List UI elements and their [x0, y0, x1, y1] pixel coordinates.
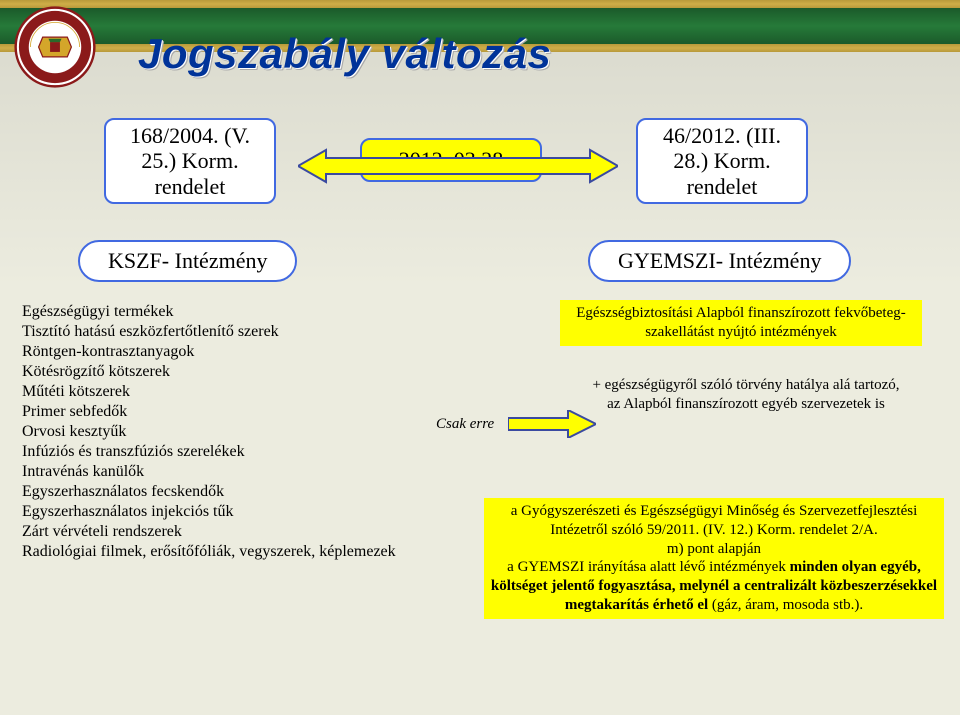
label-csak-erre: Csak erre — [436, 416, 494, 433]
arrow-right — [508, 410, 596, 438]
pill-left-institution: KSZF- Intézmény — [78, 240, 297, 282]
para-plus: + egészségügyről szóló törvény hatálya a… — [592, 376, 900, 414]
list-item: Röntgen-kontrasztanyagok — [22, 342, 442, 362]
list-item: Orvosi kesztyűk — [22, 422, 442, 442]
list-item: Egyszerhasználatos injekciós tűk — [22, 502, 442, 522]
box-left-decree: 168/2004. (V. 25.) Korm. rendelet — [104, 118, 276, 204]
stripe-gold-top — [0, 0, 960, 8]
list-item: Tisztító hatású eszközfertőtlenítő szere… — [22, 322, 442, 342]
hi2c-post: (gáz, áram, mosoda stb.). — [708, 597, 863, 613]
hi2-line-b: m) pont alapján — [490, 540, 938, 559]
item-list: Egészségügyi termékekTisztító hatású esz… — [22, 302, 442, 562]
list-item: Zárt vérvételi rendszerek — [22, 522, 442, 542]
hi2-line-c: a GYEMSZI irányítása alatt lévő intézmén… — [490, 558, 938, 614]
list-item: Intravénás kanülők — [22, 462, 442, 482]
list-item: Egyszerhasználatos fecskendők — [22, 482, 442, 502]
arrow-bidirectional — [298, 148, 618, 184]
hi2-line-a: a Gyógyszerészeti és Egészségügyi Minősé… — [490, 502, 938, 540]
box-right-decree: 46/2012. (III. 28.) Korm. rendelet — [636, 118, 808, 204]
pill-right-institution: GYEMSZI- Intézmény — [588, 240, 851, 282]
highlight-gyemszi: a Gyógyszerészeti és Egészségügyi Minősé… — [484, 498, 944, 619]
hi2c-pre: a GYEMSZI irányítása alatt lévő intézmén… — [507, 559, 789, 575]
page-title: Jogszabály változás — [138, 30, 551, 78]
highlight-eb-alap: Egészségbiztosítási Alapból finanszírozo… — [560, 300, 922, 346]
list-item: Kötésrögzítő kötszerek — [22, 362, 442, 382]
institution-logo — [14, 6, 96, 88]
list-item: Műtéti kötszerek — [22, 382, 442, 402]
list-item: Infúziós és transzfúziós szerelékek — [22, 442, 442, 462]
list-item: Egészségügyi termékek — [22, 302, 442, 322]
list-item: Primer sebfedők — [22, 402, 442, 422]
list-item: Radiológiai filmek, erősítőfóliák, vegys… — [22, 542, 442, 562]
